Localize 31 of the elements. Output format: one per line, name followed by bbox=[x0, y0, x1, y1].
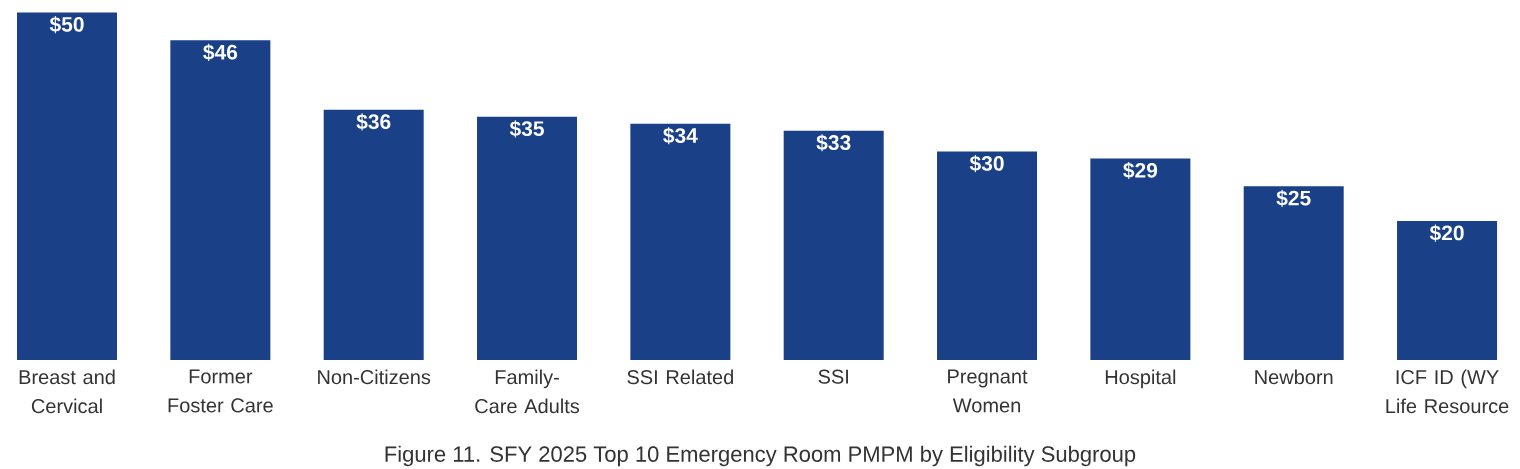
bar bbox=[937, 151, 1038, 360]
x-tick-label: Family-Care Adults bbox=[475, 369, 580, 414]
data-label: $25 bbox=[1276, 189, 1311, 207]
data-label: $35 bbox=[509, 120, 544, 138]
x-tick-label: Hospital bbox=[1105, 369, 1176, 389]
data-label: $33 bbox=[816, 134, 851, 152]
x-tick-label: Breast and Cervical bbox=[19, 369, 115, 414]
bar bbox=[1243, 186, 1344, 360]
data-label: $50 bbox=[49, 16, 84, 34]
bar bbox=[783, 130, 884, 360]
x-tick-label: Former Foster Care bbox=[168, 369, 273, 413]
data-label: $46 bbox=[203, 43, 238, 61]
x-tick-label: Non-Citizens bbox=[318, 369, 431, 385]
bar bbox=[1397, 220, 1498, 360]
bar bbox=[630, 123, 731, 360]
data-label: $34 bbox=[663, 127, 698, 145]
data-label: $30 bbox=[969, 155, 1004, 173]
bar bbox=[170, 40, 271, 360]
x-tick-label: Pregnant Women bbox=[948, 369, 1028, 413]
bar bbox=[17, 12, 118, 360]
data-label: $20 bbox=[1429, 224, 1464, 242]
bar bbox=[1090, 158, 1191, 360]
x-tick-label: Newborn bbox=[1255, 369, 1333, 385]
x-tick-label: SSI Related bbox=[627, 369, 733, 385]
bar bbox=[477, 116, 578, 360]
data-label: $36 bbox=[356, 113, 391, 131]
text: Figure 11. SFY 2025 Top 10 Emergency Room PMPM by Eligibility Subgroup bbox=[385, 445, 1136, 467]
x-tick-label: SSI bbox=[818, 369, 848, 384]
x-tick-label: ICF ID (WY Life Resource bbox=[1386, 369, 1509, 414]
bar bbox=[323, 109, 424, 360]
data-label: $29 bbox=[1123, 161, 1158, 180]
